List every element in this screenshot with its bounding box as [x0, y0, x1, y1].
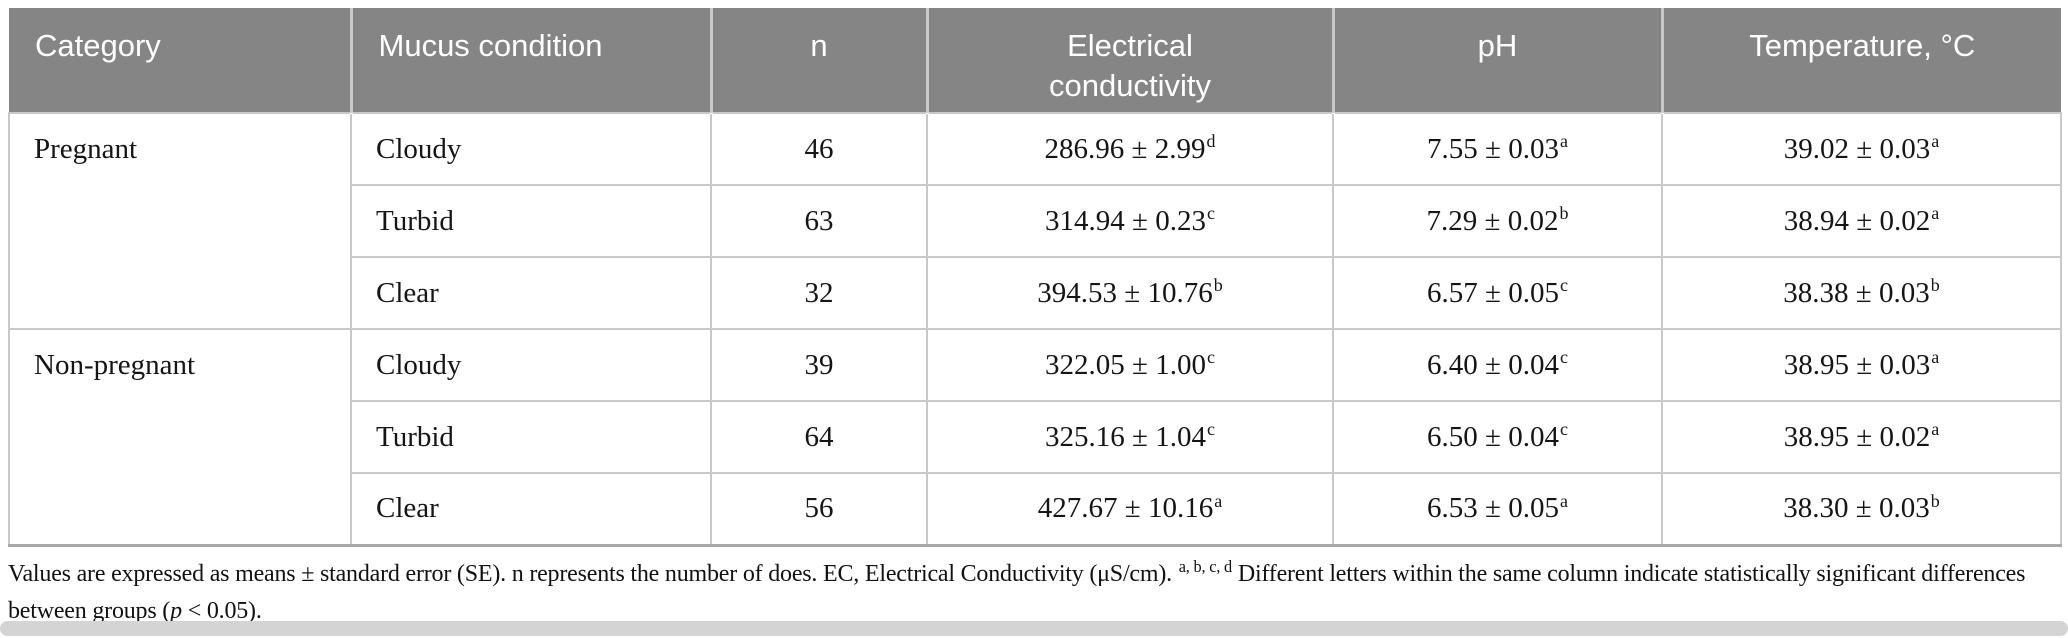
table-row: Clear 56 427.67 ± 10.16a 6.53 ± 0.05a 38… [9, 472, 2062, 546]
temp-value: 38.94 ± 0.02 [1783, 204, 1931, 237]
mucus-cell: Turbid [350, 400, 712, 474]
footnote-text: < 0.05). [181, 598, 262, 624]
ec-cell: 394.53 ± 10.76b [926, 256, 1334, 330]
ec-value: 325.16 ± 1.04 [1045, 420, 1206, 453]
ph-cell: 6.50 ± 0.04c [1332, 400, 1663, 474]
temp-cell: 39.02 ± 0.03a [1661, 112, 2062, 186]
temp-value: 39.02 ± 0.03 [1783, 132, 1931, 165]
col-header-temperature: Temperature, °C [1660, 8, 2061, 113]
ec-significance-letter: c [1206, 346, 1215, 367]
ph-value: 6.53 ± 0.05 [1427, 492, 1559, 525]
table-footnote: Values are expressed as means ± standard… [8, 556, 2062, 630]
ec-significance-letter: c [1206, 202, 1215, 223]
table-row: Non-pregnant Cloudy 39 322.05 ± 1.00c 6.… [8, 328, 2062, 546]
mucus-cell: Cloudy [350, 112, 712, 186]
n-cell: 32 [710, 256, 928, 330]
category-cell-non-pregnant: Non-pregnant [8, 328, 352, 546]
col-header-ph: pH [1331, 8, 1662, 113]
ph-cell: 6.40 ± 0.04c [1332, 328, 1663, 402]
temp-cell: 38.94 ± 0.02a [1661, 184, 2062, 258]
results-table: Category Mucus condition n Electrical co… [8, 8, 2062, 547]
ph-value: 7.55 ± 0.03 [1427, 132, 1559, 165]
n-cell: 63 [710, 184, 928, 258]
temp-value: 38.38 ± 0.03 [1783, 276, 1930, 309]
table-header: Category Mucus condition n Electrical co… [9, 8, 2061, 113]
temp-cell: 38.30 ± 0.03b [1661, 472, 2062, 546]
header-row: Category Mucus condition n Electrical co… [9, 8, 2061, 113]
n-cell: 64 [710, 400, 928, 474]
ec-value: 427.67 ± 10.16 [1037, 492, 1214, 525]
table-row: Turbid 63 314.94 ± 0.23c 7.29 ± 0.02b 38… [9, 184, 2062, 258]
col-header-n: n [709, 8, 927, 113]
ec-cell: 322.05 ± 1.00c [926, 328, 1334, 402]
ec-value: 286.96 ± 2.99 [1044, 132, 1206, 165]
footnote-text: Different letters within the same column… [8, 561, 2026, 624]
ec-value: 394.53 ± 10.76 [1037, 276, 1213, 309]
table-row: Turbid 64 325.16 ± 1.04c 6.50 ± 0.04c 38… [9, 400, 2062, 474]
table-row: Pregnant Cloudy 46 286.96 ± 2.99d 7.55 ±… [8, 112, 2062, 330]
horizontal-scrollbar[interactable] [0, 621, 2068, 636]
temp-significance-letter: a [1931, 130, 1940, 151]
ec-cell: 427.67 ± 10.16a [926, 472, 1334, 546]
ph-value: 7.29 ± 0.02 [1426, 204, 1559, 237]
n-cell: 56 [710, 472, 928, 546]
temp-cell: 38.38 ± 0.03b [1661, 256, 2062, 330]
temp-significance-letter: b [1930, 490, 1940, 511]
ec-significance-letter: a [1214, 490, 1223, 511]
mucus-cell: Clear [350, 256, 712, 330]
ec-cell: 314.94 ± 0.23c [926, 184, 1334, 258]
mucus-cell: Clear [350, 472, 712, 546]
ph-value: 6.57 ± 0.05 [1427, 276, 1559, 309]
ec-value: 314.94 ± 0.23 [1045, 204, 1206, 237]
footnote-significance-letters: a, b, c, d [1178, 557, 1233, 576]
col-header-mucus-condition: Mucus condition [349, 8, 711, 113]
col-header-electrical-conductivity: Electrical conductivity [925, 8, 1333, 113]
temp-value: 38.30 ± 0.03 [1783, 492, 1930, 525]
table-body: Pregnant Cloudy 46 286.96 ± 2.99d 7.55 ±… [8, 112, 2062, 546]
ph-cell: 7.55 ± 0.03a [1332, 112, 1663, 186]
mucus-cell: Cloudy [350, 328, 712, 402]
results-table-container: Category Mucus condition n Electrical co… [8, 8, 2062, 547]
ph-value: 6.50 ± 0.04 [1427, 420, 1559, 453]
ph-significance-letter: b [1559, 202, 1569, 223]
n-cell: 39 [710, 328, 928, 402]
ph-value: 6.40 ± 0.04 [1427, 348, 1559, 381]
ph-significance-letter: c [1559, 346, 1568, 367]
category-cell-pregnant: Pregnant [8, 112, 352, 330]
ec-cell: 325.16 ± 1.04c [926, 400, 1334, 474]
n-cell: 46 [710, 112, 928, 186]
ph-significance-letter: a [1559, 130, 1568, 151]
temp-value: 38.95 ± 0.02 [1783, 420, 1931, 453]
footnote-p-symbol: p [170, 598, 182, 624]
temp-cell: 38.95 ± 0.03a [1661, 328, 2062, 402]
temp-significance-letter: a [1931, 202, 1940, 223]
ph-significance-letter: c [1559, 274, 1568, 295]
col-header-electrical-conductivity-label: Electrical conductivity [1049, 28, 1211, 103]
ph-significance-letter: c [1559, 418, 1568, 439]
temp-significance-letter: a [1931, 418, 1940, 439]
temp-significance-letter: b [1930, 274, 1940, 295]
footnote-text: Values are expressed as means ± standard… [8, 561, 1178, 587]
ec-significance-letter: b [1213, 274, 1223, 295]
ec-significance-letter: c [1206, 418, 1215, 439]
temp-significance-letter: a [1931, 346, 1940, 367]
temp-cell: 38.95 ± 0.02a [1661, 400, 2062, 474]
ec-significance-letter: d [1206, 130, 1216, 151]
ec-cell: 286.96 ± 2.99d [926, 112, 1334, 186]
ph-cell: 7.29 ± 0.02b [1332, 184, 1663, 258]
ph-cell: 6.53 ± 0.05a [1332, 472, 1663, 546]
table-row: Clear 32 394.53 ± 10.76b 6.57 ± 0.05c 38… [9, 256, 2062, 330]
ec-value: 322.05 ± 1.00 [1045, 348, 1206, 381]
ph-significance-letter: a [1559, 490, 1568, 511]
col-header-category: Category [9, 8, 351, 113]
ph-cell: 6.57 ± 0.05c [1332, 256, 1663, 330]
mucus-cell: Turbid [350, 184, 712, 258]
temp-value: 38.95 ± 0.03 [1783, 348, 1931, 381]
